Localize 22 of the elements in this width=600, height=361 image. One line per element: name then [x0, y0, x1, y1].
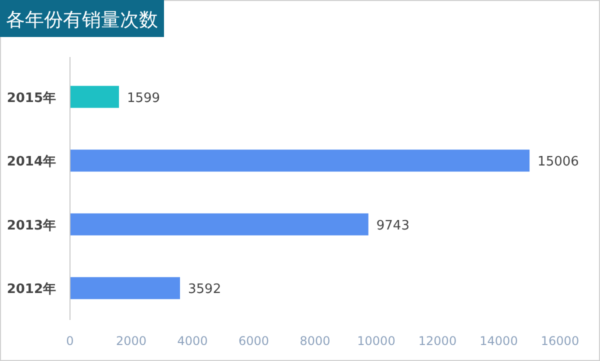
y-tick-label: 2014年: [6, 154, 56, 170]
chart-title: 各年份有销量次数: [6, 9, 158, 31]
x-tick-label: 6000: [238, 334, 270, 348]
data-label: 3592: [188, 282, 222, 298]
y-tick-label: 2015年: [6, 90, 56, 106]
x-tick-label: 0: [66, 334, 74, 348]
bar: [70, 150, 530, 172]
x-tick-label: 16000: [540, 334, 580, 348]
x-tick-label: 4000: [177, 334, 208, 348]
data-label: 9743: [376, 218, 410, 234]
x-tick-label: 14000: [480, 334, 518, 348]
y-tick-label: 2012年: [6, 282, 56, 298]
x-tick-label: 8000: [300, 334, 330, 348]
bar: [70, 277, 180, 300]
y-tick-label: 2013年: [6, 218, 56, 234]
x-tick-label: 2000: [116, 334, 147, 348]
data-label: 1599: [126, 90, 160, 106]
bar: [70, 86, 119, 108]
bar: [70, 213, 368, 236]
x-tick-label: 10000: [357, 334, 396, 348]
data-label: 15006: [538, 154, 579, 170]
x-tick-label: 12000: [418, 334, 457, 348]
